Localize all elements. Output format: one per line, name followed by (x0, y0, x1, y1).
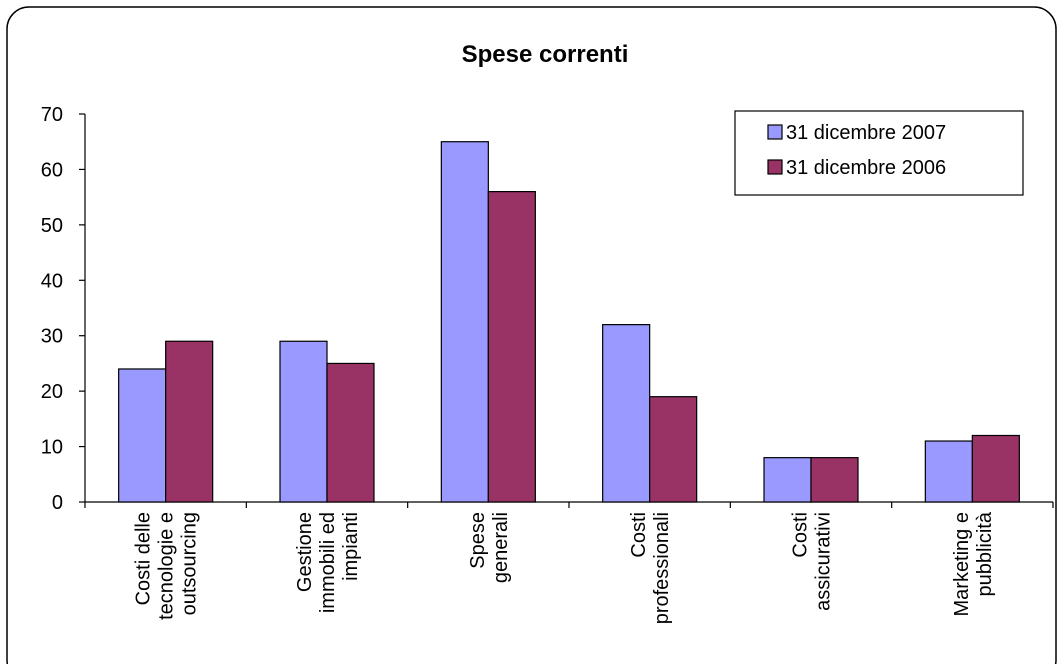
bars (118, 141, 1020, 503)
bar-2006 (810, 457, 859, 503)
y-tick-label: 20 (41, 381, 63, 403)
bar-2006 (649, 396, 698, 503)
bar-2007 (763, 457, 812, 503)
y-tick-label: 10 (41, 437, 63, 459)
x-category-label: Costi (628, 512, 650, 558)
legend-swatch (767, 124, 783, 140)
x-category-label: Spese (467, 512, 489, 569)
y-tick-label: 40 (41, 270, 63, 292)
x-category-label: Marketing e (951, 512, 973, 617)
x-category-label: tecnologie e (156, 512, 178, 620)
x-category-label: Costi (790, 512, 812, 558)
x-category-label: impianti (340, 512, 362, 581)
x-category-label: pubblicità (974, 511, 996, 596)
legend: 31 dicembre 2007 31 dicembre 2006 (734, 110, 1024, 196)
x-category-label: Gestione (294, 512, 316, 592)
legend-label: 31 dicembre 2007 (786, 122, 946, 144)
x-category-label: Costi delle (133, 512, 155, 605)
x-category-label: professionali (651, 512, 673, 624)
bar-2007 (924, 440, 973, 503)
y-tick-label: 50 (41, 215, 63, 237)
bar-2006 (326, 362, 375, 503)
legend-swatch (767, 159, 783, 175)
bar-2007 (440, 141, 489, 503)
chart-title: Spese correnti (462, 41, 629, 68)
x-category-label: assicurativi (813, 512, 835, 611)
bar-2006 (165, 340, 214, 503)
axes: 0 10 20 30 40 50 60 70 (41, 104, 1054, 514)
x-axis-labels: Costi delle tecnologie e outsourcing Gestio… (133, 511, 996, 624)
y-tick-label: 60 (41, 159, 63, 181)
y-tick-label: 0 (52, 492, 63, 514)
legend-label: 31 dicembre 2006 (786, 157, 946, 179)
y-tick-label: 70 (41, 104, 63, 126)
x-category-label: outsourcing (179, 512, 201, 615)
x-category-label: generali (490, 512, 512, 583)
legend-box (734, 110, 1024, 196)
bar-2007 (118, 368, 167, 503)
y-tick-label: 30 (41, 326, 63, 348)
x-category-label: immobili ed (317, 512, 339, 613)
bar-2006 (971, 434, 1020, 503)
bar-2007 (602, 324, 651, 503)
bar-2006 (487, 191, 536, 503)
bar-2007 (279, 340, 328, 503)
